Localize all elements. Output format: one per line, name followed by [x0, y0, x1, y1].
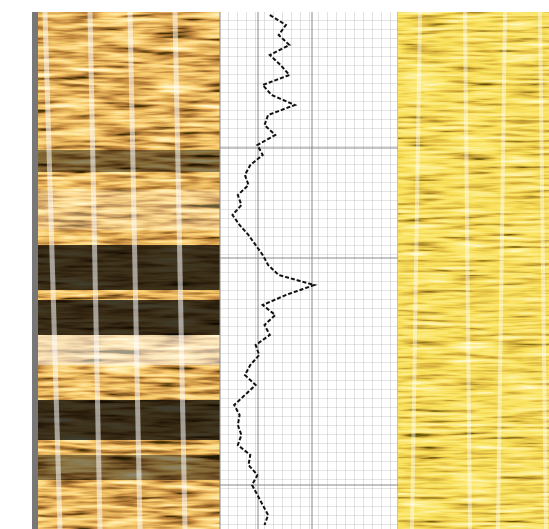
right-image-log	[398, 12, 549, 529]
left-image-log	[32, 12, 220, 529]
log-figure	[0, 0, 549, 529]
